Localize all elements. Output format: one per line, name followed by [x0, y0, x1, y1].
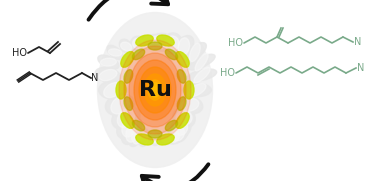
Ellipse shape	[155, 36, 170, 49]
Ellipse shape	[160, 131, 173, 145]
Ellipse shape	[188, 54, 215, 70]
Ellipse shape	[174, 35, 194, 57]
Ellipse shape	[124, 97, 133, 110]
FancyArrowPatch shape	[142, 164, 208, 181]
Ellipse shape	[107, 45, 123, 60]
Ellipse shape	[150, 130, 160, 146]
Ellipse shape	[111, 96, 129, 114]
Ellipse shape	[98, 55, 119, 69]
Ellipse shape	[122, 123, 141, 144]
Ellipse shape	[176, 52, 189, 67]
Ellipse shape	[166, 36, 179, 51]
Ellipse shape	[166, 129, 183, 144]
Ellipse shape	[140, 132, 148, 144]
Ellipse shape	[178, 38, 189, 55]
Ellipse shape	[119, 40, 191, 140]
Text: HO: HO	[220, 68, 235, 78]
Ellipse shape	[101, 58, 116, 66]
Ellipse shape	[132, 49, 145, 60]
Ellipse shape	[98, 12, 212, 167]
Ellipse shape	[132, 120, 145, 131]
Ellipse shape	[121, 42, 132, 51]
Ellipse shape	[187, 69, 217, 81]
Ellipse shape	[108, 49, 122, 56]
Ellipse shape	[195, 53, 208, 71]
Text: N: N	[357, 63, 364, 73]
Ellipse shape	[172, 127, 184, 141]
Ellipse shape	[133, 38, 143, 49]
Ellipse shape	[112, 106, 140, 130]
Ellipse shape	[116, 81, 126, 99]
Ellipse shape	[161, 133, 171, 143]
Ellipse shape	[194, 68, 210, 83]
Text: N: N	[354, 37, 361, 47]
Ellipse shape	[121, 113, 134, 128]
Ellipse shape	[144, 34, 166, 50]
Ellipse shape	[176, 113, 189, 128]
Ellipse shape	[174, 120, 187, 135]
Ellipse shape	[132, 129, 140, 144]
Ellipse shape	[99, 81, 127, 99]
Ellipse shape	[152, 33, 174, 51]
Ellipse shape	[165, 49, 178, 60]
Ellipse shape	[119, 39, 133, 54]
Ellipse shape	[188, 83, 206, 96]
Ellipse shape	[181, 98, 199, 111]
Ellipse shape	[148, 42, 162, 50]
Ellipse shape	[121, 52, 134, 67]
Ellipse shape	[130, 36, 145, 51]
Ellipse shape	[129, 127, 143, 147]
Ellipse shape	[169, 125, 188, 143]
Ellipse shape	[151, 133, 159, 143]
Ellipse shape	[126, 125, 137, 142]
Ellipse shape	[124, 46, 186, 134]
Ellipse shape	[134, 60, 176, 120]
Ellipse shape	[99, 70, 117, 81]
Ellipse shape	[170, 117, 191, 138]
Ellipse shape	[148, 36, 162, 48]
Ellipse shape	[117, 108, 135, 127]
Ellipse shape	[104, 83, 122, 98]
Ellipse shape	[138, 35, 156, 49]
Ellipse shape	[177, 70, 186, 83]
FancyArrowPatch shape	[88, 0, 168, 20]
Ellipse shape	[141, 37, 153, 48]
Ellipse shape	[136, 134, 153, 145]
Ellipse shape	[189, 43, 200, 62]
Ellipse shape	[117, 116, 142, 139]
Ellipse shape	[157, 134, 174, 145]
Ellipse shape	[148, 80, 162, 100]
Text: HO: HO	[12, 48, 27, 58]
Text: Ru: Ru	[139, 80, 172, 100]
Ellipse shape	[183, 83, 211, 97]
Ellipse shape	[148, 130, 162, 138]
Ellipse shape	[162, 33, 182, 54]
Ellipse shape	[183, 43, 206, 62]
Ellipse shape	[157, 35, 174, 46]
Ellipse shape	[184, 81, 194, 99]
Ellipse shape	[177, 97, 186, 110]
Ellipse shape	[95, 67, 121, 83]
Ellipse shape	[105, 94, 135, 116]
Ellipse shape	[139, 129, 149, 146]
Ellipse shape	[173, 107, 195, 129]
Ellipse shape	[169, 131, 180, 142]
Ellipse shape	[122, 118, 136, 137]
Ellipse shape	[165, 120, 178, 131]
Ellipse shape	[124, 70, 133, 83]
Ellipse shape	[129, 53, 181, 127]
Text: N: N	[91, 73, 98, 83]
Ellipse shape	[150, 83, 160, 97]
Ellipse shape	[136, 35, 153, 46]
Text: HO: HO	[228, 38, 243, 48]
Ellipse shape	[176, 111, 192, 125]
Ellipse shape	[177, 96, 203, 114]
Ellipse shape	[144, 74, 166, 106]
Ellipse shape	[139, 67, 171, 113]
